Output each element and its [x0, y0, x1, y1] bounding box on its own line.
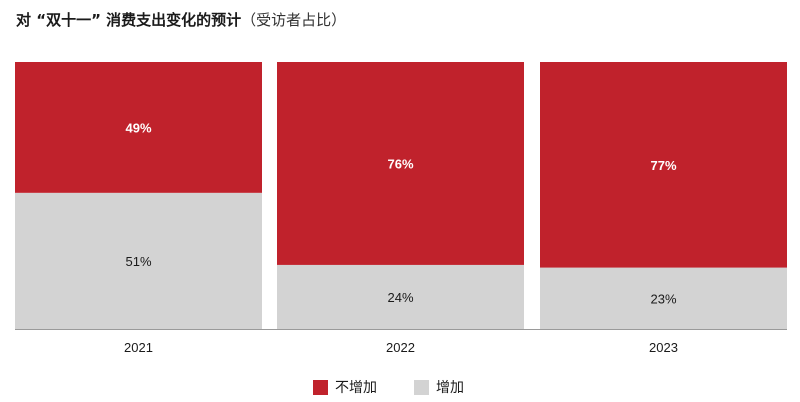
chart-legend: 不增加 增加: [0, 377, 800, 397]
data-label-increase-2022: 24%: [387, 290, 413, 305]
data-label-increase-2021: 51%: [125, 254, 151, 269]
data-label-not-increase-2022: 76%: [387, 156, 413, 171]
legend-swatch-increase: [414, 379, 429, 395]
legend-label-not-increase: 不增加: [335, 380, 377, 396]
legend-item-increase: 增加: [414, 377, 464, 397]
stacked-bar-chart: 49% 51% 2021 76% 24% 2022 77% 23% 2023: [15, 62, 787, 355]
bar-increase-2022: [277, 264, 524, 329]
data-label-not-increase-2021: 49%: [125, 120, 151, 135]
legend-swatch-not-increase: [313, 379, 328, 395]
legend-label-increase: 增加: [436, 380, 464, 396]
bar-not-increase-2021: [15, 62, 262, 193]
x-tick-label-2022: 2022: [386, 340, 415, 355]
x-tick-label-2021: 2021: [124, 340, 153, 355]
chart-title: 对 “双十一” 消费支出变化的预计（受访者占比）: [16, 9, 346, 30]
x-tick-label-2023: 2023: [649, 340, 678, 355]
bar-increase-2023: [540, 267, 787, 329]
data-label-not-increase-2023: 77%: [650, 158, 676, 173]
chart-title-sub: （受访者占比）: [241, 11, 347, 29]
bar-not-increase-2022: [277, 62, 524, 265]
bar-not-increase-2023: [540, 62, 787, 268]
legend-item-not-increase: 不增加: [313, 377, 377, 397]
data-label-increase-2023: 23%: [650, 291, 676, 306]
chart-title-main: 对 “双十一” 消费支出变化的预计: [16, 11, 242, 29]
bar-increase-2021: [15, 192, 262, 329]
